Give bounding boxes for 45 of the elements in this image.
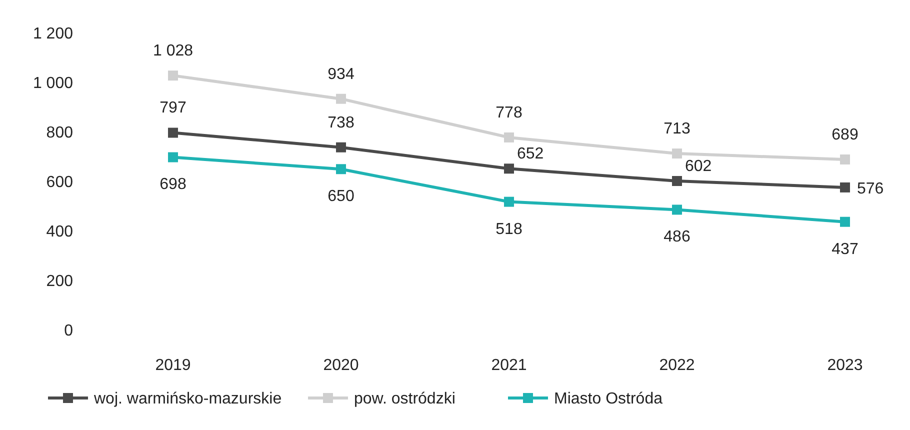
point <box>168 128 178 138</box>
data-label: 797 <box>160 100 186 117</box>
data-label: 738 <box>328 114 354 132</box>
y-tick-label: 200 <box>46 273 74 290</box>
x-tick-label: 2022 <box>659 357 695 374</box>
point <box>840 182 850 192</box>
data-label: 698 <box>160 176 186 194</box>
data-label: 689 <box>832 126 858 144</box>
point <box>672 176 682 186</box>
point <box>504 196 514 207</box>
y-tick-label: 1 000 <box>32 75 74 92</box>
y-tick-label: 0 <box>64 322 74 340</box>
data-label: 486 <box>664 228 690 246</box>
point <box>672 204 682 215</box>
data-label: 602 <box>685 158 712 176</box>
point <box>504 132 514 142</box>
point <box>168 70 178 81</box>
point <box>336 164 346 174</box>
data-label: 778 <box>496 104 522 122</box>
x-tick-label: 2019 <box>155 357 191 374</box>
point <box>336 142 346 152</box>
y-tick-label: 800 <box>46 124 74 142</box>
data-label: 650 <box>328 188 354 206</box>
data-label: 1 028 <box>152 42 194 60</box>
data-label: 713 <box>664 120 690 138</box>
legend-label: Miasto Ostróda <box>554 390 663 408</box>
data-label: 437 <box>832 240 858 258</box>
x-tick-label: 2023 <box>827 357 863 374</box>
data-label: 934 <box>328 66 354 83</box>
point <box>168 152 178 162</box>
y-tick-label: 1 200 <box>32 26 74 43</box>
point <box>504 164 514 174</box>
point <box>672 148 682 159</box>
point <box>840 216 850 227</box>
data-label: 518 <box>496 220 522 238</box>
x-tick-label: 2021 <box>491 357 527 374</box>
y-tick-label: 600 <box>46 174 74 192</box>
legend-label: woj. warmińsko-mazurskie <box>93 390 282 408</box>
point <box>336 94 346 104</box>
data-label: 652 <box>517 146 544 163</box>
legend-label: pow. ostródzki <box>354 390 456 408</box>
x-tick-label: 2020 <box>323 357 359 374</box>
y-tick-label: 400 <box>46 224 74 241</box>
point <box>840 154 850 164</box>
data-label: 576 <box>857 180 884 198</box>
